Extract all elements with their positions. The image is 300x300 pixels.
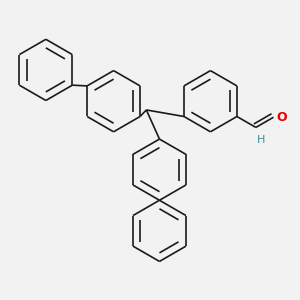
Text: O: O — [276, 111, 287, 124]
Text: H: H — [256, 135, 265, 146]
